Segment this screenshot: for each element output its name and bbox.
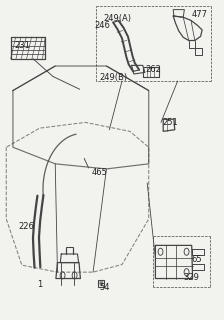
Text: 249(B): 249(B) bbox=[99, 73, 127, 82]
Text: 226: 226 bbox=[18, 222, 34, 231]
Text: 54: 54 bbox=[100, 283, 110, 292]
Text: 231: 231 bbox=[14, 41, 30, 51]
Text: 262: 262 bbox=[145, 65, 161, 74]
Text: 65: 65 bbox=[191, 255, 202, 264]
Text: 329: 329 bbox=[184, 273, 200, 282]
Bar bbox=[98, 280, 104, 287]
Text: 477: 477 bbox=[192, 10, 208, 19]
Text: 465: 465 bbox=[92, 168, 108, 177]
Text: 249(A): 249(A) bbox=[103, 14, 131, 23]
Text: 251: 251 bbox=[162, 118, 178, 127]
Text: 1: 1 bbox=[37, 280, 42, 289]
Text: 246: 246 bbox=[94, 21, 110, 30]
Circle shape bbox=[100, 281, 103, 285]
